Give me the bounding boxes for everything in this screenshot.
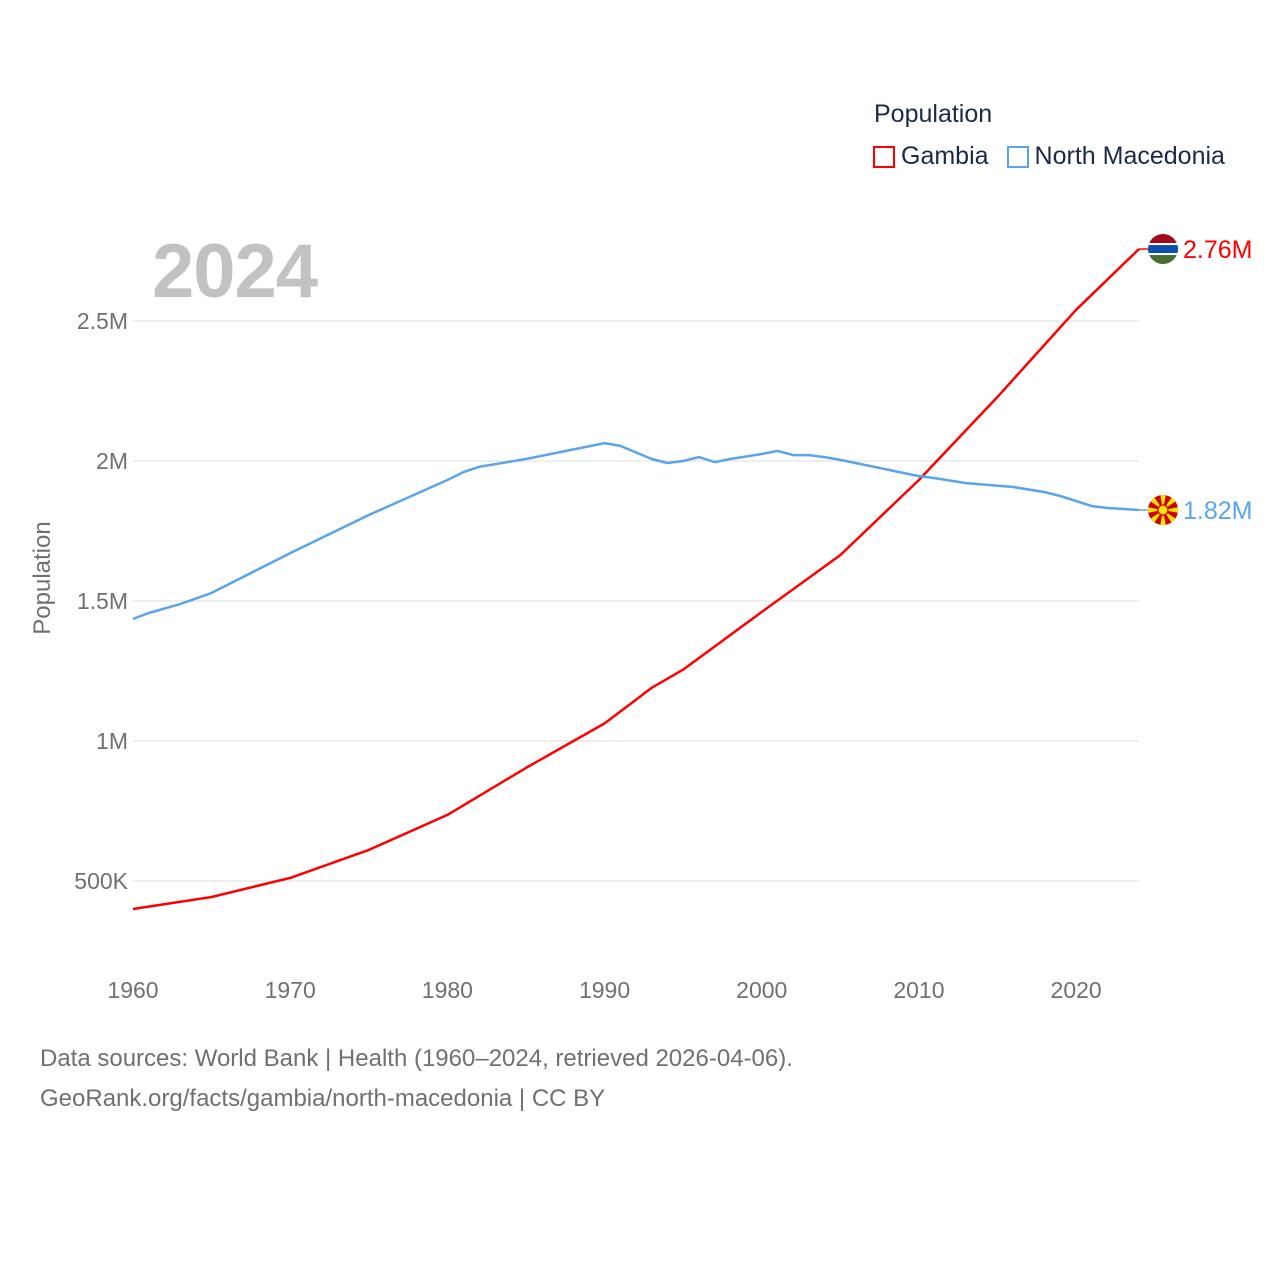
x-tick-label: 1970 — [265, 977, 316, 1003]
x-tick-label: 2000 — [736, 977, 787, 1003]
legend-label: Gambia — [901, 142, 989, 170]
x-tick-label: 1960 — [107, 977, 158, 1003]
y-tick-label: 2.5M — [77, 308, 128, 334]
legend-item-north-macedonia[interactable]: North Macedonia — [1006, 142, 1225, 171]
x-tick-label: 2010 — [893, 977, 944, 1003]
y-tick-label: 1.5M — [77, 588, 128, 614]
legend: Gambia North Macedonia — [873, 142, 1243, 171]
end-value-label: 1.82M — [1183, 497, 1252, 525]
legend-item-gambia[interactable]: Gambia — [873, 142, 989, 171]
source-url-note[interactable]: GeoRank.org/facts/gambia/north-macedonia… — [40, 1085, 606, 1112]
y-tick-label: 1M — [96, 728, 128, 754]
series-line-north-macedonia[interactable] — [132, 441, 1140, 621]
legend-swatch-north-macedonia — [1006, 145, 1029, 168]
legend-title: Population — [874, 100, 993, 128]
y-tick-label: 500K — [74, 868, 128, 894]
y-axis-label: Population — [29, 521, 56, 634]
legend-swatch-gambia — [873, 145, 895, 168]
x-tick-label: 1990 — [579, 977, 630, 1003]
data-source-note: Data sources: World Bank | Health (1960–… — [40, 1045, 793, 1072]
end-value-label: 2.76M — [1183, 236, 1252, 264]
series-line-gambia[interactable] — [132, 248, 1140, 911]
y-tick-label: 2M — [96, 448, 128, 474]
legend-label: North Macedonia — [1034, 142, 1225, 170]
x-tick-label: 2020 — [1051, 977, 1102, 1003]
current-year-label: 2024 — [152, 229, 318, 314]
x-tick-label: 1980 — [422, 977, 473, 1003]
gambia-flag-icon — [1148, 234, 1178, 265]
